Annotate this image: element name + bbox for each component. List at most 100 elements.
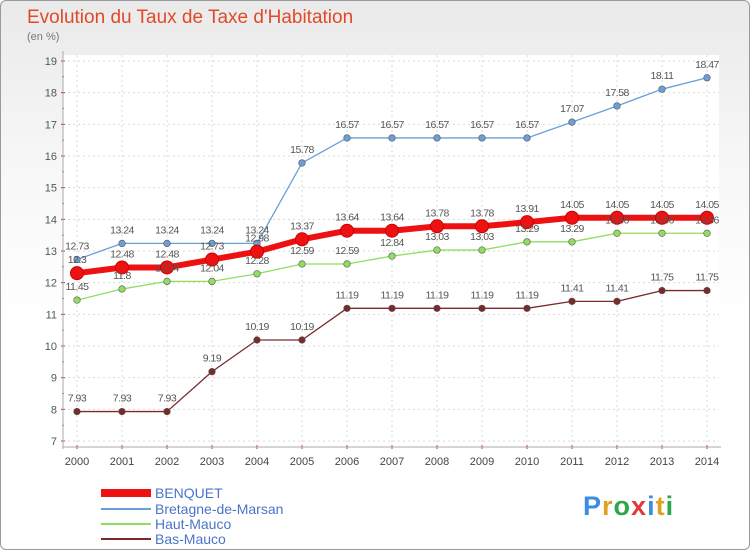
legend-swatch (101, 538, 151, 540)
data-label: 14.05 (605, 199, 629, 211)
data-point (568, 297, 576, 305)
data-point (208, 277, 216, 286)
data-label: 13.29 (560, 223, 584, 235)
y-tick-label: 9 (51, 373, 57, 385)
data-label: 9.19 (203, 353, 222, 365)
data-point (703, 229, 711, 237)
data-label: 11.45 (66, 281, 90, 293)
data-label: 12.98 (245, 233, 269, 245)
data-label: 13.29 (515, 223, 539, 235)
data-label: 16.57 (425, 119, 449, 131)
chart-title: Evolution du Taux de Taxe d'Habitation (27, 7, 354, 28)
data-label: 12.84 (380, 237, 404, 249)
data-label: 13.78 (470, 207, 494, 219)
data-point (523, 304, 531, 312)
data-label: 12.73 (65, 241, 89, 253)
data-point (568, 118, 576, 126)
data-label: 11.8 (113, 270, 131, 282)
data-label: 12.04 (155, 262, 179, 274)
data-label: 13.64 (335, 212, 359, 224)
data-point (658, 85, 666, 93)
legend-label: Bas-Mauco (155, 531, 226, 547)
x-tick-label: 2006 (335, 456, 359, 468)
data-point (298, 260, 306, 268)
data-label: 11.19 (516, 289, 540, 301)
data-point (388, 304, 396, 312)
legend-label: Haut-Mauco (155, 516, 232, 532)
x-tick-label: 2014 (695, 456, 719, 468)
legend-label: BENQUET (155, 485, 223, 501)
data-label: 13.56 (650, 214, 674, 226)
legend-label: Bretagne-de-Marsan (155, 501, 284, 517)
x-tick-label: 2005 (290, 456, 314, 468)
data-label: 13.24 (110, 224, 134, 236)
data-label: 12.59 (290, 245, 314, 257)
data-label: 13.64 (380, 212, 404, 224)
data-label: 14.05 (650, 199, 674, 211)
x-tick-label: 2010 (515, 456, 539, 468)
data-point (655, 210, 669, 225)
data-point (118, 239, 126, 247)
data-point (385, 223, 399, 238)
x-tick-label: 2007 (380, 456, 404, 468)
data-point (298, 159, 306, 167)
data-point (478, 134, 486, 142)
legend-item-haut-mauco: Haut-Mauco (101, 516, 231, 532)
data-point (388, 252, 396, 260)
x-tick-label: 2012 (605, 456, 629, 468)
data-point (298, 336, 306, 344)
proxiti-logo: Proxiti (583, 491, 674, 522)
data-point (520, 215, 534, 230)
data-point (523, 134, 531, 142)
data-label: 10.19 (290, 321, 314, 333)
data-label: 12.48 (110, 248, 134, 260)
data-label: 17.07 (560, 103, 584, 115)
data-point (343, 260, 351, 268)
data-point (160, 260, 174, 275)
data-label: 16.57 (335, 119, 359, 131)
y-tick-label: 13 (45, 246, 57, 258)
data-label: 13.03 (425, 231, 449, 243)
data-label: 7.93 (68, 393, 87, 405)
data-point (208, 368, 216, 376)
data-point (523, 238, 531, 246)
logo-letter: P (583, 491, 603, 521)
data-point (295, 232, 309, 247)
data-point (475, 219, 489, 234)
data-point (613, 102, 621, 110)
data-label: 10.19 (245, 321, 269, 333)
data-label: 14.05 (560, 199, 584, 211)
data-point (658, 286, 666, 295)
data-point (253, 270, 261, 278)
data-point (565, 210, 579, 225)
data-point (430, 219, 444, 234)
data-label: 13.56 (605, 214, 629, 226)
data-label: 16.57 (380, 119, 404, 131)
data-point (163, 239, 171, 247)
data-label: 11.75 (696, 272, 720, 284)
y-tick-label: 17 (45, 119, 57, 131)
data-point (253, 336, 261, 344)
data-point (343, 134, 351, 142)
data-point (433, 304, 441, 312)
data-point (433, 134, 441, 142)
data-point (73, 407, 81, 416)
data-point (208, 239, 216, 247)
data-label: 16.57 (470, 119, 494, 131)
data-label: 12.73 (200, 241, 224, 253)
x-tick-label: 2011 (560, 456, 584, 468)
x-tick-label: 2013 (650, 456, 674, 468)
data-point (610, 210, 624, 225)
data-point (163, 407, 171, 416)
y-tick-label: 14 (45, 214, 57, 226)
data-label: 13.91 (515, 203, 539, 215)
data-label: 13.78 (425, 207, 449, 219)
logo-letter: x (631, 491, 648, 521)
data-point (115, 260, 129, 275)
legend-swatch (101, 523, 151, 525)
data-point (700, 210, 714, 225)
x-tick-label: 2002 (155, 456, 179, 468)
legend-item-bas-mauco: Bas-Mauco (101, 531, 226, 547)
